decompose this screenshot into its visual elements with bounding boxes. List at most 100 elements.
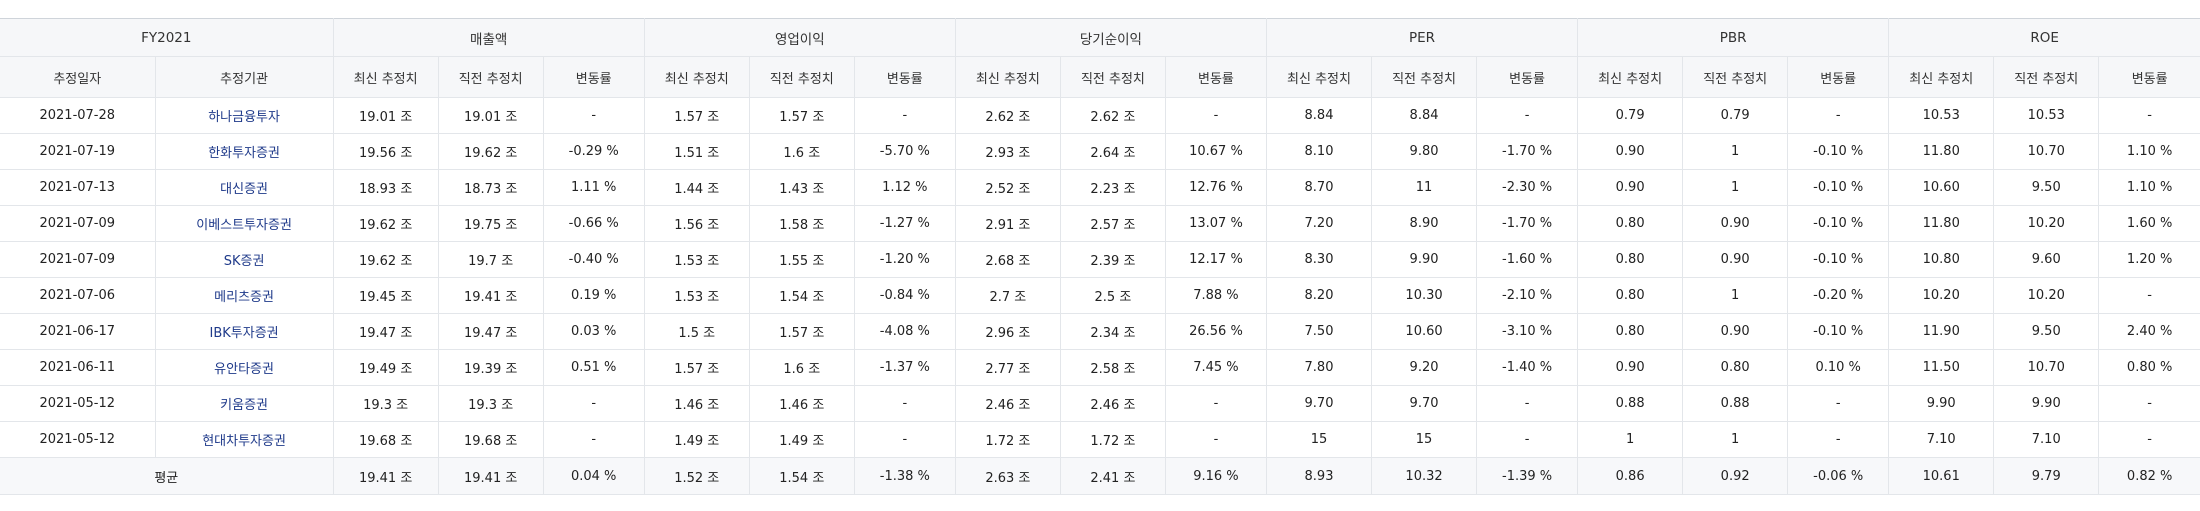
broker-link[interactable]: 키움증권 bbox=[154, 385, 334, 422]
table-row: 2021-07-09 SK증권 19.62 조 19.7 조 -0.40 % 1.53 조… bbox=[0, 241, 2200, 278]
per-previous-estimate-cell: 10.30 bbox=[1371, 277, 1478, 314]
date-column-header: 추정일자 bbox=[0, 56, 156, 98]
pbr-latest-estimate-cell: 0.80 bbox=[1577, 277, 1684, 314]
roe-change-rate-cell: 2.40 % bbox=[2098, 313, 2200, 350]
pbr-previous-estimate-cell: 0.90 bbox=[1682, 313, 1789, 350]
net-income-change-rate-cell: 26.56 % bbox=[1164, 313, 1267, 350]
roe-latest-estimate-cell: 10.80 bbox=[1888, 241, 1995, 278]
revenue-latest-estimate-cell: 19.49 조 bbox=[332, 349, 439, 386]
per-change-rate-cell: - bbox=[1476, 97, 1579, 134]
roe-latest-estimate-cell: 10.53 bbox=[1888, 97, 1995, 134]
net-income-latest-estimate-cell: 2.62 조 bbox=[954, 97, 1061, 134]
average-per-latest-estimate-cell: 8.93 bbox=[1265, 457, 1373, 495]
revenue-previous-estimate-cell: 19.68 조 bbox=[437, 421, 544, 458]
net-income-previous-estimate-cell: 2.46 조 bbox=[1059, 385, 1166, 422]
revenue-previous-estimate-cell: 19.3 조 bbox=[437, 385, 544, 422]
pbr-previous-estimate-cell: 1 bbox=[1682, 277, 1789, 314]
table-row: 2021-07-06 메리츠증권 19.45 조 19.41 조 0.19 % 1.53 … bbox=[0, 277, 2200, 314]
net-income-previous-estimate-cell: 2.39 조 bbox=[1059, 241, 1166, 278]
operating-profit-previous-estimate-header: 직전 추정치 bbox=[748, 56, 855, 98]
estimate-date-cell: 2021-05-12 bbox=[0, 421, 156, 458]
average-roe-previous-estimate-cell: 9.79 bbox=[1993, 457, 2100, 495]
per-previous-estimate-header: 직전 추정치 bbox=[1371, 56, 1478, 98]
operating-profit-latest-estimate-cell: 1.53 조 bbox=[643, 241, 750, 278]
broker-link[interactable]: 유안타증권 bbox=[154, 349, 334, 386]
net-income-latest-estimate-cell: 2.91 조 bbox=[954, 205, 1061, 242]
net-income-previous-estimate-cell: 2.34 조 bbox=[1059, 313, 1166, 350]
roe-previous-estimate-cell: 9.90 bbox=[1993, 385, 2100, 422]
pbr-latest-estimate-cell: 0.90 bbox=[1577, 133, 1684, 170]
revenue-previous-estimate-cell: 19.75 조 bbox=[437, 205, 544, 242]
estimate-date-cell: 2021-06-11 bbox=[0, 349, 156, 386]
average-operating-profit-change-rate-cell: -1.38 % bbox=[853, 457, 956, 495]
estimate-date-cell: 2021-07-09 bbox=[0, 205, 156, 242]
pbr-change-rate-cell: -0.10 % bbox=[1787, 133, 1890, 170]
broker-link[interactable]: SK증권 bbox=[154, 241, 334, 278]
net-income-previous-estimate-cell: 1.72 조 bbox=[1059, 421, 1166, 458]
per-previous-estimate-cell: 9.90 bbox=[1371, 241, 1478, 278]
average-net-income-latest-estimate-cell: 2.63 조 bbox=[954, 457, 1061, 495]
operating-profit-change-rate-cell: -4.08 % bbox=[853, 313, 956, 350]
operating-profit-latest-estimate-cell: 1.56 조 bbox=[643, 205, 750, 242]
roe-change-rate-cell: 1.10 % bbox=[2098, 169, 2200, 206]
net-income-previous-estimate-cell: 2.57 조 bbox=[1059, 205, 1166, 242]
net-income-change-rate-cell: 13.07 % bbox=[1164, 205, 1267, 242]
roe-previous-estimate-cell: 10.70 bbox=[1993, 349, 2100, 386]
broker-link[interactable]: 한화투자증권 bbox=[154, 133, 334, 170]
revenue-change-rate-cell: -0.66 % bbox=[542, 205, 645, 242]
header-sub-row: 추정일자 추정기관 최신 추정치 직전 추정치 변동률 최신 추정치 직전 추정치 변동률… bbox=[0, 56, 2200, 98]
consensus-estimates-table: FY2021 매출액 영업이익 당기순이익 PER PBR ROE 추정일자 추정기관 최… bbox=[0, 18, 2200, 495]
average-operating-profit-latest-estimate-cell: 1.52 조 bbox=[643, 457, 750, 495]
roe-change-rate-cell: 1.20 % bbox=[2098, 241, 2200, 278]
pbr-previous-estimate-header: 직전 추정치 bbox=[1682, 56, 1789, 98]
pbr-change-rate-cell: -0.10 % bbox=[1787, 241, 1890, 278]
pbr-latest-estimate-cell: 1 bbox=[1577, 421, 1684, 458]
revenue-latest-estimate-cell: 19.01 조 bbox=[332, 97, 439, 134]
revenue-change-rate-cell: 0.19 % bbox=[542, 277, 645, 314]
net-income-latest-estimate-cell: 2.52 조 bbox=[954, 169, 1061, 206]
fiscal-year-header: FY2021 bbox=[0, 18, 334, 57]
revenue-previous-estimate-cell: 19.41 조 bbox=[437, 277, 544, 314]
net-income-previous-estimate-cell: 2.62 조 bbox=[1059, 97, 1166, 134]
pbr-previous-estimate-cell: 0.80 bbox=[1682, 349, 1789, 386]
per-change-rate-cell: -3.10 % bbox=[1476, 313, 1579, 350]
pbr-change-rate-cell: - bbox=[1787, 385, 1890, 422]
per-latest-estimate-cell: 7.80 bbox=[1265, 349, 1373, 386]
pbr-change-rate-cell: - bbox=[1787, 421, 1890, 458]
operating-profit-latest-estimate-header: 최신 추정치 bbox=[643, 56, 750, 98]
pbr-change-rate-cell: 0.10 % bbox=[1787, 349, 1890, 386]
net-income-previous-estimate-cell: 2.58 조 bbox=[1059, 349, 1166, 386]
revenue-previous-estimate-cell: 19.62 조 bbox=[437, 133, 544, 170]
broker-link[interactable]: 메리츠증권 bbox=[154, 277, 334, 314]
operating-profit-latest-estimate-cell: 1.49 조 bbox=[643, 421, 750, 458]
revenue-previous-estimate-cell: 19.7 조 bbox=[437, 241, 544, 278]
per-latest-estimate-cell: 8.84 bbox=[1265, 97, 1373, 134]
pbr-change-rate-cell: -0.10 % bbox=[1787, 205, 1890, 242]
pbr-change-rate-cell: -0.20 % bbox=[1787, 277, 1890, 314]
roe-latest-estimate-cell: 11.50 bbox=[1888, 349, 1995, 386]
estimate-date-cell: 2021-07-13 bbox=[0, 169, 156, 206]
operating-profit-change-rate-cell: - bbox=[853, 385, 956, 422]
broker-link[interactable]: 현대차투자증권 bbox=[154, 421, 334, 458]
net-income-change-rate-cell: 7.88 % bbox=[1164, 277, 1267, 314]
table-body: 2021-07-28 하나금융투자 19.01 조 19.01 조 -1.57 조 1.5… bbox=[0, 97, 2200, 495]
per-change-rate-cell: -1.40 % bbox=[1476, 349, 1579, 386]
net-income-latest-estimate-cell: 2.93 조 bbox=[954, 133, 1061, 170]
estimate-date-cell: 2021-05-12 bbox=[0, 385, 156, 422]
roe-change-rate-cell: - bbox=[2098, 385, 2200, 422]
broker-link[interactable]: IBK투자증권 bbox=[154, 313, 334, 350]
broker-link[interactable]: 하나금융투자 bbox=[154, 97, 334, 134]
table-row: 2021-05-12 현대차투자증권 19.68 조 19.68 조 -1.49 조 1.… bbox=[0, 421, 2200, 458]
revenue-change-rate-cell: 0.03 % bbox=[542, 313, 645, 350]
operating-profit-change-rate-cell: -1.37 % bbox=[853, 349, 956, 386]
roe-previous-estimate-cell: 7.10 bbox=[1993, 421, 2100, 458]
table-row: 2021-06-11 유안타증권 19.49 조 19.39 조 0.51 % 1.57 … bbox=[0, 349, 2200, 386]
net-income-previous-estimate-header: 직전 추정치 bbox=[1059, 56, 1166, 98]
pbr-latest-estimate-cell: 0.88 bbox=[1577, 385, 1684, 422]
broker-link[interactable]: 대신증권 bbox=[154, 169, 334, 206]
roe-latest-estimate-cell: 11.80 bbox=[1888, 133, 1995, 170]
broker-link[interactable]: 이베스트투자증권 bbox=[154, 205, 334, 242]
roe-previous-estimate-cell: 9.50 bbox=[1993, 313, 2100, 350]
table-row: 2021-05-12 키움증권 19.3 조 19.3 조 -1.46 조 1.46 조-… bbox=[0, 385, 2200, 422]
net-income-change-rate-cell: 7.45 % bbox=[1164, 349, 1267, 386]
